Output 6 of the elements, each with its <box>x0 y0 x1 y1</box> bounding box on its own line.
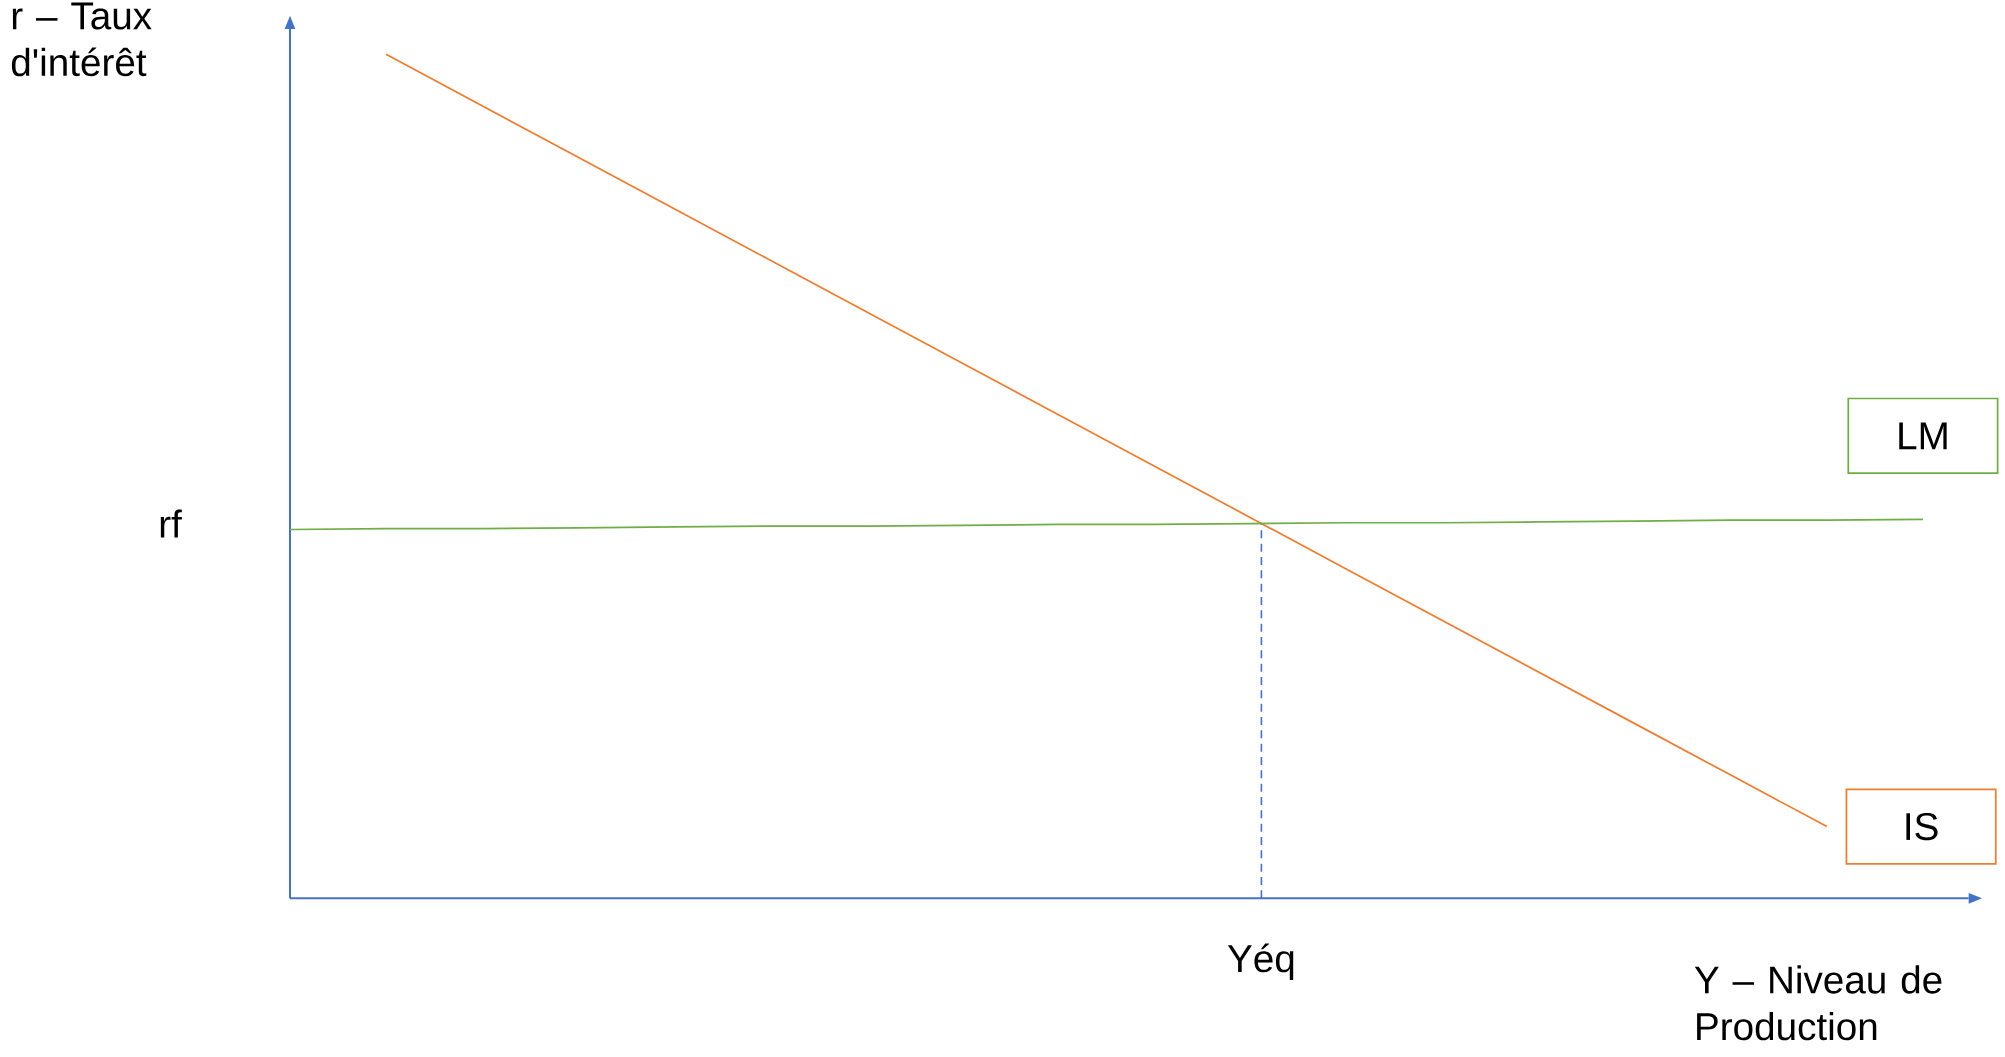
text: Yéq <box>1227 943 1294 980</box>
text: rf <box>160 509 182 538</box>
y-axis-title: r – Taux d'intérêt <box>11 2 152 77</box>
text: IS <box>1906 812 1938 841</box>
series-label: LM <box>1899 422 1947 450</box>
x-axis-title: Y – Niveau de Production <box>1694 965 1942 1041</box>
